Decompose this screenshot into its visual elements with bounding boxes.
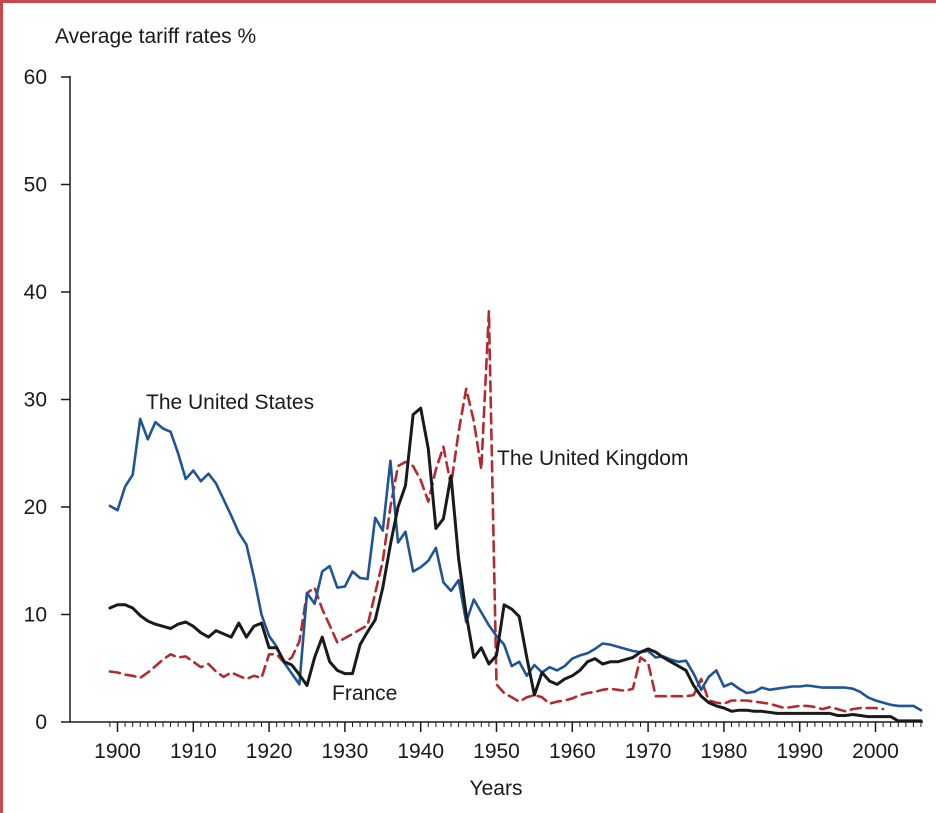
x-tick-label: 1990 [776, 740, 823, 763]
series-line-the-united-states [108, 417, 923, 712]
annotation-france: France [332, 682, 397, 705]
y-tick-label: 60 [24, 66, 47, 89]
y-tick-label: 40 [24, 281, 47, 304]
x-tick-label: 1940 [397, 740, 444, 763]
y-tick-label: 0 [35, 711, 47, 734]
series-annotations: The United States The United Kingdom Fra… [146, 391, 688, 705]
series-line-france [108, 406, 923, 723]
x-tick-label: 1920 [246, 740, 293, 763]
x-tick-label: 1980 [701, 740, 748, 763]
y-axis-label: Average tariff rates % [55, 25, 256, 48]
x-tick-label: 1910 [170, 740, 217, 763]
x-tick-label: 1930 [322, 740, 369, 763]
y-tick-label: 10 [24, 604, 47, 627]
series-lines [108, 310, 923, 723]
x-tick-label: 1950 [473, 740, 520, 763]
annotation-united-kingdom: The United Kingdom [497, 447, 688, 470]
y-tick-label: 30 [24, 389, 47, 412]
x-tick-label: 2000 [852, 740, 899, 763]
y-tick-label: 20 [24, 496, 47, 519]
x-tick-label: 1900 [94, 740, 141, 763]
x-axis-label: Years [470, 777, 523, 800]
axes: 0 10 20 30 40 50 60 1900 1910 1920 1930 1940 1950 196… [24, 66, 923, 763]
annotation-united-states: The United States [146, 391, 314, 414]
x-tick-label: 1960 [549, 740, 596, 763]
x-tick-label: 1970 [625, 740, 672, 763]
y-tick-label: 50 [24, 174, 47, 197]
series-line-the-united-kingdom [108, 310, 885, 713]
